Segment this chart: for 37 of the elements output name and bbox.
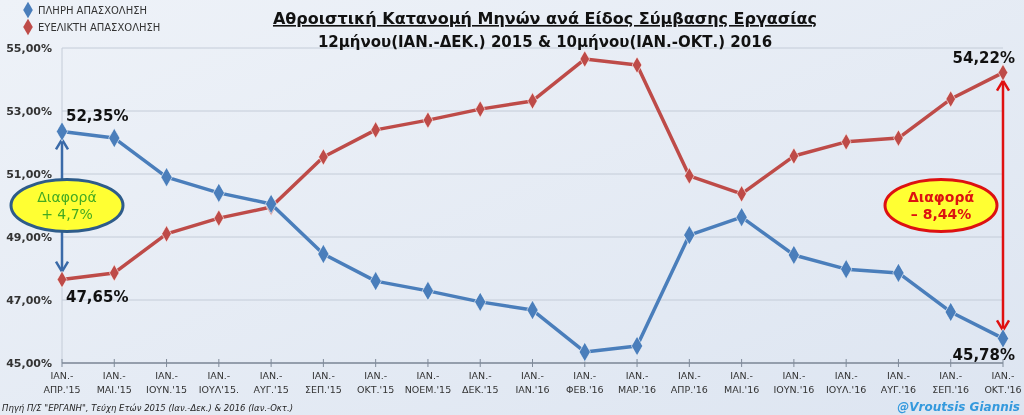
chart-subtitle: 12μήνου(ΙΑΝ.-ΔΕΚ.) 2015 & 10μήνου(ΙΑΝ.-ΟΚΤ.) 2016 [317,33,773,51]
y-tick-label: 45,00% [6,357,52,370]
data-label: 47,65% [66,287,129,306]
x-tick-label: ΙΑΝ.- ΟΚΤ.'15 [357,370,395,395]
x-tick-label: ΙΑΝ.- ΝΟΕΜ.'15 [404,370,452,395]
x-tick-label: ΙΑΝ.- ΜΑΙ.'16 [724,370,760,395]
annotation: Διαφορά – 8,44% [907,188,975,222]
x-tick-label: ΙΑΝ.- ΑΠΡ.'15 [43,370,81,395]
x-tick-label: ΙΑΝ.- ΙΟΥΝ.'15 [146,370,188,395]
chart-title: Αθροιστική Κατανομή Μηνών ανά Είδος Σύμβασης Εργασίας [272,9,818,28]
legend-label: ΕΥΕΛΙΚΤΗ ΑΠΑΣΧΟΛΗΣΗ [38,22,161,33]
y-tick-label: 53,00% [6,105,52,118]
x-tick-label: ΙΑΝ.- ΙΑΝ.'16 [515,370,550,395]
y-tick-label: 47,00% [6,294,52,307]
x-tick-label: ΙΑΝ.- ΔΕΚ.'15 [462,370,499,395]
y-tick-label: 49,00% [6,231,52,244]
x-tick-label: ΙΑΝ.- ΑΥΓ.'16 [880,370,917,395]
x-tick-label: ΙΑΝ.- ΜΑΙ.'15 [96,370,132,395]
x-tick-label: ΙΑΝ.- ΦΕΒ.'16 [565,370,604,395]
data-label: 45,78% [952,346,1015,365]
data-label: 52,35% [66,107,129,126]
annotation: Διαφορά + 4,7% [37,188,97,222]
x-tick-label: ΙΑΝ.- ΣΕΠ.'15 [304,370,342,395]
y-tick-label: 51,00% [6,168,52,181]
data-label: 54,22% [952,48,1015,67]
x-tick-label: ΙΑΝ.- ΙΟΥΛ.'16 [826,370,867,395]
x-tick-label: ΙΑΝ.- ΙΟΥΛ'15. [198,370,239,395]
y-tick-label: 55,00% [6,42,52,55]
x-tick-label: ΙΑΝ.- ΑΠΡ.'16 [670,370,708,395]
x-tick-label: ΙΑΝ.- ΣΕΠ.'16 [932,370,970,395]
x-tick-label: ΙΑΝ.- ΜΑΡ.'16 [617,370,657,395]
text: Πηγή Π/Σ "ΕΡΓΑΝΗ", Τεύχη Ετών 2015 (Ιαν.-Δεκ.) & 2016 (Ιαν.-Οκτ.) [2,403,293,413]
x-tick-label: ΙΑΝ.- ΑΥΓ.'15 [253,370,289,395]
x-tick-label: ΙΑΝ.- ΟΚΤ.'16 [984,370,1022,395]
x-tick-label: ΙΑΝ.- ΙΟΥΝ.'16 [773,370,815,395]
text: @Vroutsis Giannis [897,400,1020,414]
legend-label: ΠΛΗΡΗ ΑΠΑΣΧΟΛΗΣΗ [38,5,148,16]
